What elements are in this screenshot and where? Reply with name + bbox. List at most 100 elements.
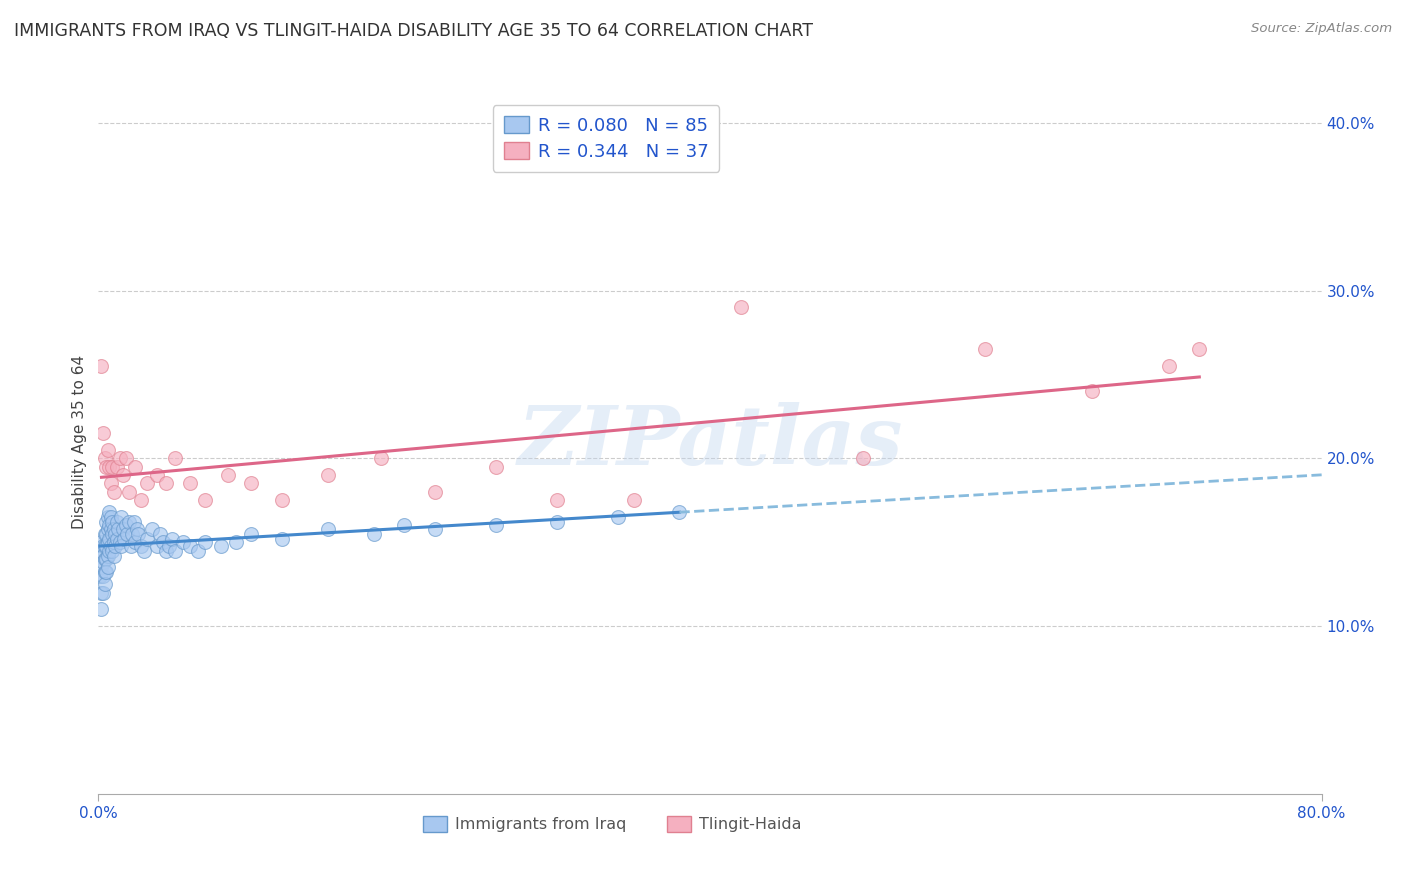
Point: [107, 522, 129, 536]
Point: [179, 476, 201, 491]
Point: [1081, 384, 1104, 399]
Point: [194, 535, 217, 549]
Point: [120, 539, 142, 553]
Point: [97, 535, 120, 549]
Legend: Immigrants from Iraq, Tlingit-Haida: Immigrants from Iraq, Tlingit-Haida: [418, 810, 807, 838]
Point: [316, 468, 339, 483]
Point: [225, 535, 247, 549]
Text: IMMIGRANTS FROM IRAQ VS TLINGIT-HAIDA DISABILITY AGE 35 TO 64 CORRELATION CHART: IMMIGRANTS FROM IRAQ VS TLINGIT-HAIDA DI…: [14, 22, 813, 40]
Point: [98, 505, 121, 519]
Point: [94, 566, 117, 580]
Point: [1188, 343, 1211, 357]
Point: [270, 493, 292, 508]
Point: [117, 526, 139, 541]
Point: [98, 518, 121, 533]
Point: [129, 493, 152, 508]
Point: [187, 543, 209, 558]
Point: [94, 552, 117, 566]
Point: [90, 359, 112, 373]
Point: [100, 522, 122, 536]
Point: [392, 518, 416, 533]
Point: [118, 515, 141, 529]
Point: [111, 468, 134, 483]
Point: [115, 451, 138, 466]
Point: [668, 505, 690, 519]
Point: [145, 468, 167, 483]
Point: [121, 526, 143, 541]
Point: [91, 549, 114, 563]
Point: [730, 301, 752, 315]
Point: [607, 510, 630, 524]
Point: [152, 535, 174, 549]
Point: [240, 526, 263, 541]
Point: [363, 526, 385, 541]
Point: [103, 522, 125, 536]
Point: [270, 532, 292, 546]
Point: [209, 539, 232, 553]
Text: ZIPatlas: ZIPatlas: [517, 401, 903, 482]
Point: [101, 526, 124, 541]
Point: [124, 535, 146, 549]
Point: [89, 543, 111, 558]
Point: [94, 459, 117, 474]
Point: [160, 532, 183, 546]
Point: [974, 343, 997, 357]
Point: [105, 459, 128, 474]
Point: [89, 568, 111, 582]
Point: [97, 522, 120, 536]
Point: [104, 526, 127, 541]
Point: [93, 552, 115, 566]
Point: [122, 515, 145, 529]
Point: [93, 539, 115, 553]
Point: [485, 518, 508, 533]
Point: [179, 539, 201, 553]
Point: [194, 493, 217, 508]
Point: [157, 539, 180, 553]
Point: [370, 451, 392, 466]
Point: [423, 484, 446, 499]
Point: [105, 532, 128, 546]
Point: [90, 560, 112, 574]
Point: [98, 543, 121, 558]
Point: [546, 515, 568, 529]
Point: [108, 535, 131, 549]
Point: [91, 568, 114, 582]
Point: [163, 451, 186, 466]
Point: [124, 459, 146, 474]
Point: [97, 560, 120, 574]
Point: [316, 522, 339, 536]
Point: [93, 577, 115, 591]
Point: [91, 539, 114, 553]
Point: [145, 539, 167, 553]
Point: [485, 459, 508, 474]
Point: [136, 476, 159, 491]
Point: [127, 526, 149, 541]
Point: [155, 543, 177, 558]
Point: [94, 539, 117, 553]
Point: [217, 468, 239, 483]
Point: [91, 555, 114, 569]
Point: [101, 543, 124, 558]
Point: [125, 522, 148, 536]
Point: [101, 515, 124, 529]
Point: [97, 442, 120, 457]
Point: [101, 459, 124, 474]
Point: [97, 510, 120, 524]
Point: [100, 476, 122, 491]
Point: [90, 602, 112, 616]
Point: [111, 522, 134, 536]
Point: [118, 484, 141, 499]
Point: [163, 543, 186, 558]
Point: [104, 539, 127, 553]
Point: [91, 585, 114, 599]
Point: [94, 526, 117, 541]
Point: [110, 539, 132, 553]
Point: [91, 426, 114, 441]
Point: [172, 535, 194, 549]
Point: [98, 532, 121, 546]
Point: [93, 566, 115, 580]
Y-axis label: Disability Age 35 to 64: Disability Age 35 to 64: [72, 354, 87, 529]
Point: [100, 510, 122, 524]
Point: [100, 539, 122, 553]
Point: [1157, 359, 1180, 373]
